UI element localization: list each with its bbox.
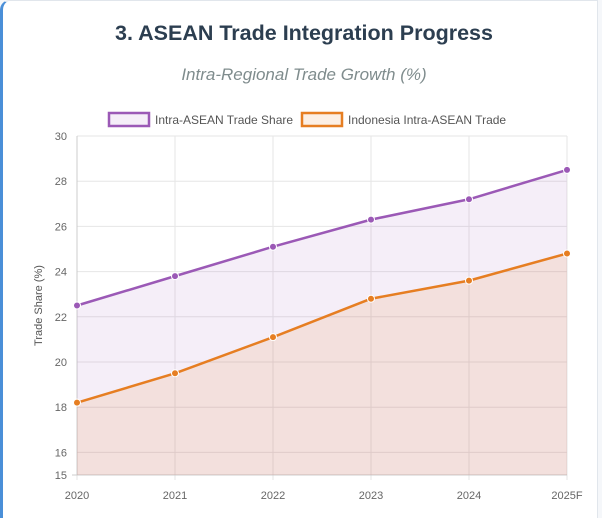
series-line-2 (76, 252, 568, 404)
chart-subtitle: Intra-Regional Trade Growth (%) (181, 65, 427, 84)
y-tick-label: 20 (55, 357, 67, 369)
legend-swatch (107, 111, 151, 128)
data-point (367, 294, 375, 303)
y-tick-label: 26 (55, 221, 67, 233)
y-tick-label: 24 (55, 267, 67, 279)
series-area-1 (77, 169, 567, 475)
data-point (563, 165, 571, 174)
y-tick-label: 30 (55, 131, 67, 143)
data-point (563, 249, 571, 258)
y-tick-label: 16 (55, 447, 67, 459)
x-tick-label: 2023 (359, 490, 383, 502)
data-point (465, 276, 473, 285)
y-axis-title: Trade Share (%) (33, 265, 45, 346)
data-point (171, 369, 179, 378)
data-point (171, 272, 179, 281)
data-point (269, 333, 277, 342)
legend-item-2: Indonesia Intra-ASEAN Trade (300, 111, 506, 128)
data-point (73, 301, 81, 310)
legend-swatch (300, 111, 344, 128)
y-tick-label: 22 (55, 312, 67, 324)
y-tick-label: 28 (55, 176, 67, 188)
x-tick-label: 2024 (457, 490, 481, 502)
legend-label: Intra-ASEAN Trade Share (155, 113, 293, 127)
legend-item-1: Intra-ASEAN Trade Share (107, 111, 293, 128)
data-point (73, 398, 81, 407)
data-point (367, 215, 375, 224)
legend-label: Indonesia Intra-ASEAN Trade (348, 113, 506, 127)
x-tick-label: 2021 (163, 490, 187, 502)
page-title: 3. ASEAN Trade Integration Progress (115, 21, 493, 45)
x-tick-label: 2020 (65, 490, 89, 502)
legend: Intra-ASEAN Trade Share Indonesia Intra-A… (107, 111, 506, 128)
x-tick-label: 2025F (551, 490, 582, 502)
data-point (269, 242, 277, 251)
series-line-1 (76, 168, 568, 307)
data-point (465, 195, 473, 204)
gridlines (76, 135, 568, 480)
y-tick-label: 15 (55, 470, 67, 482)
x-tick-label: 2022 (261, 490, 285, 502)
y-tick-label: 18 (55, 402, 67, 414)
series-area-2 (77, 253, 567, 475)
